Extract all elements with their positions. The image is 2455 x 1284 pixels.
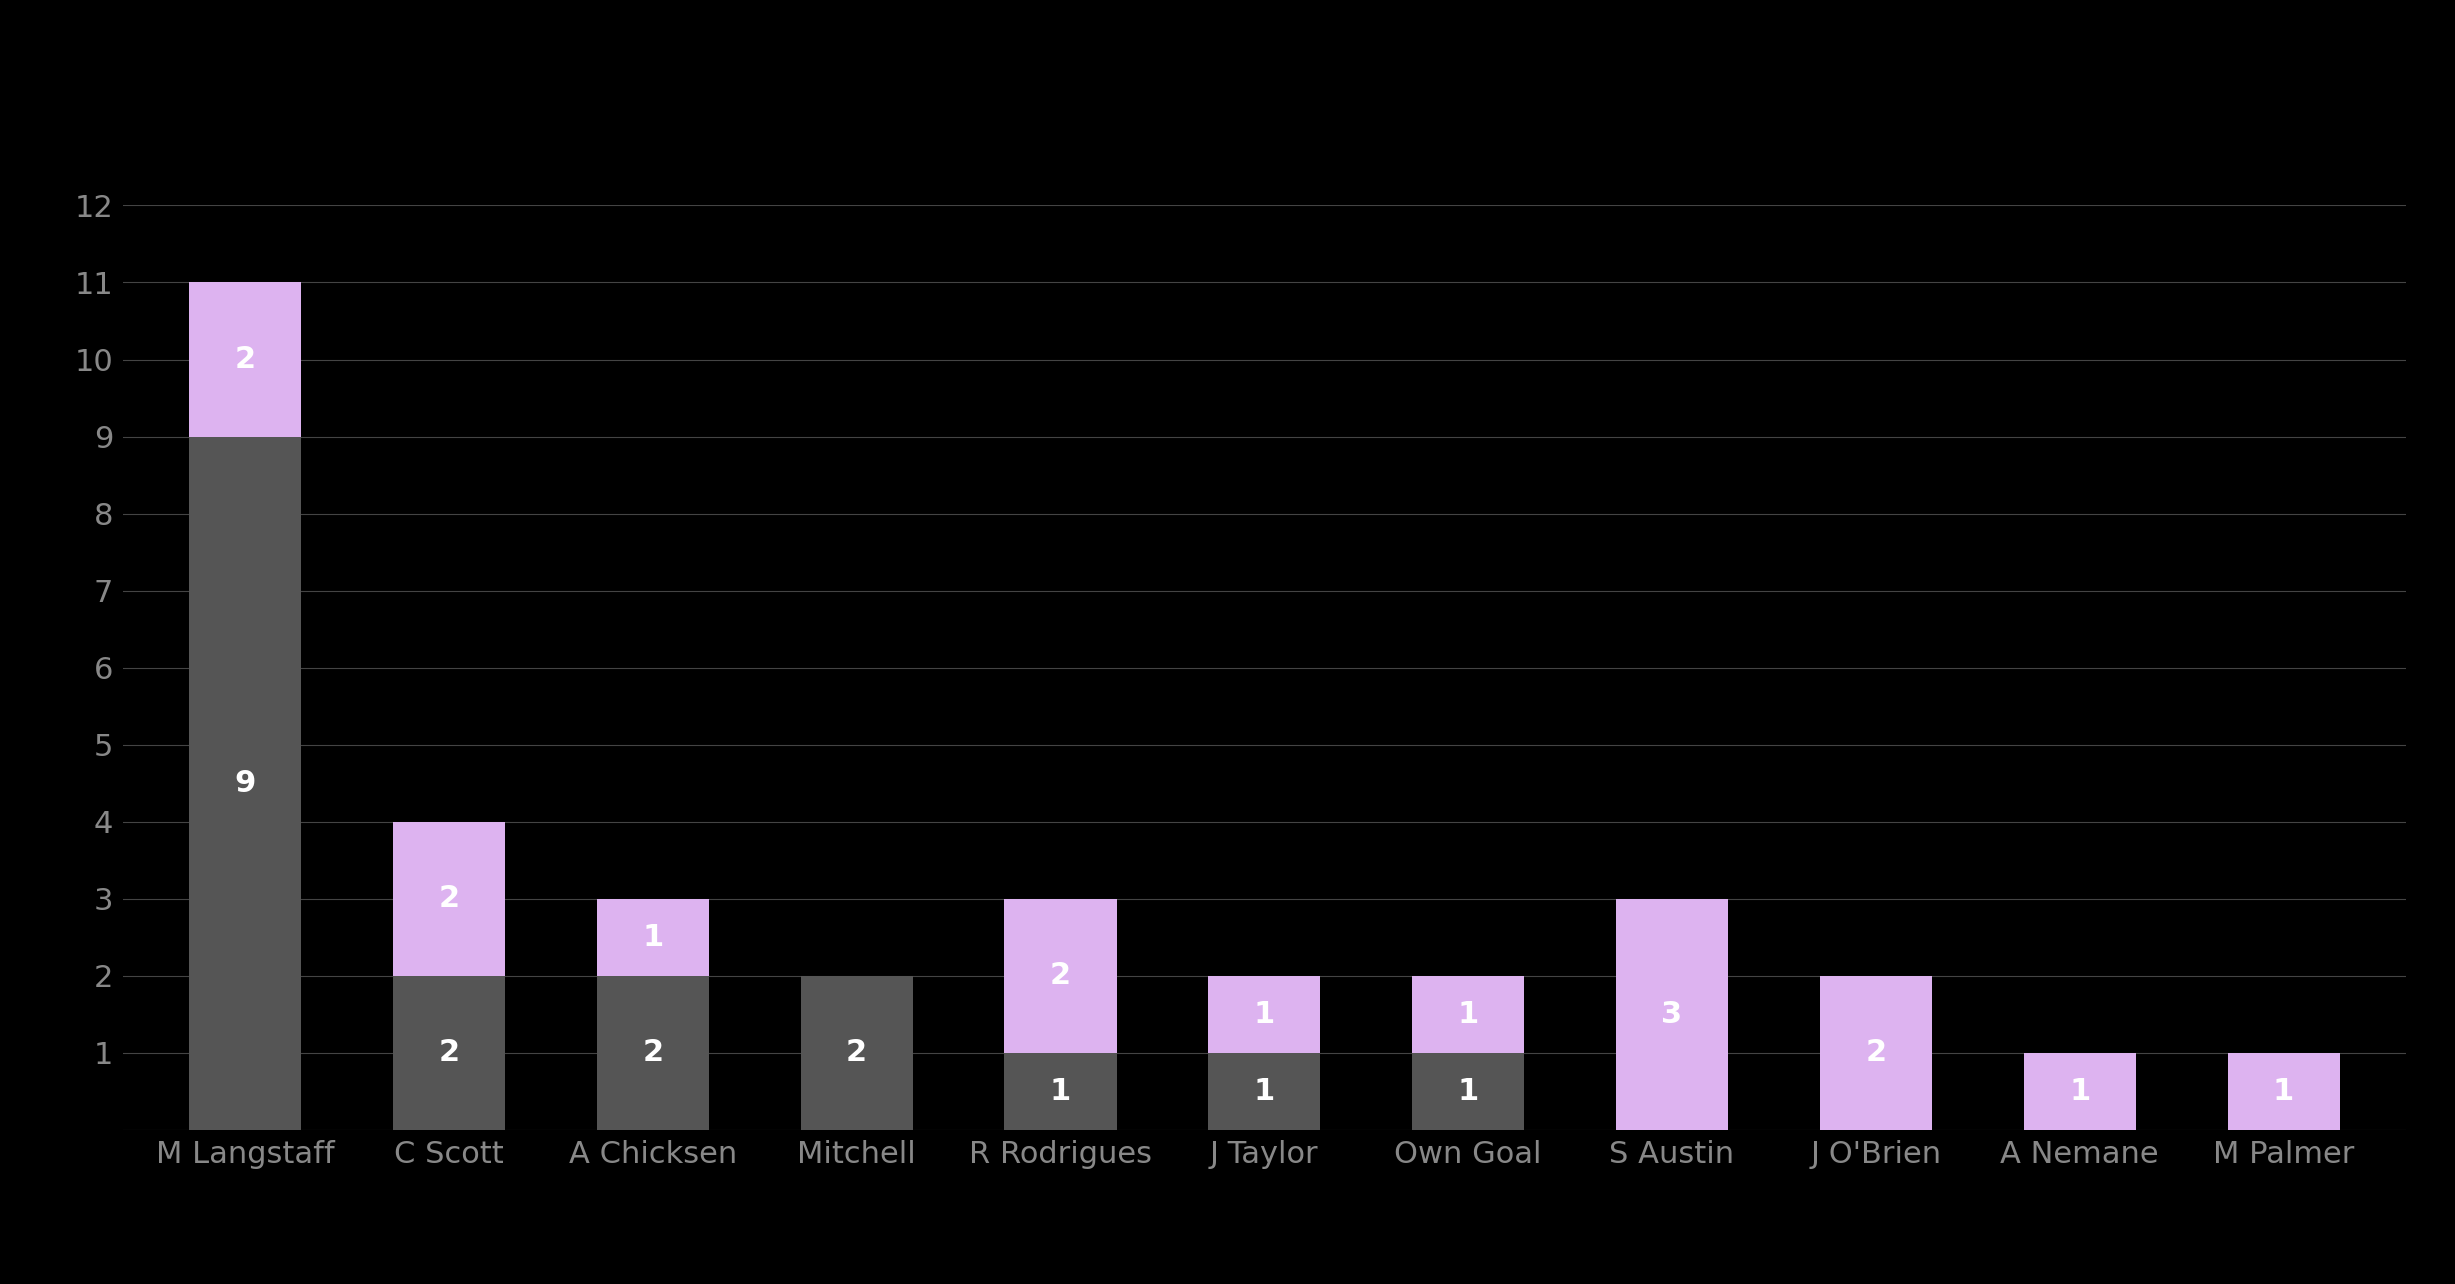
Bar	[1208, 976, 1321, 1053]
Text: 1: 1	[2070, 1077, 2089, 1106]
Bar	[1819, 976, 1932, 1130]
Bar	[393, 822, 506, 976]
Text: 1: 1	[2273, 1077, 2295, 1106]
Bar	[597, 899, 709, 976]
Text: 2: 2	[847, 1039, 867, 1067]
Bar	[1412, 1053, 1525, 1130]
Text: 3: 3	[1662, 1000, 1682, 1028]
Bar	[1412, 976, 1525, 1053]
Bar	[2023, 1053, 2136, 1130]
Text: 1: 1	[1051, 1077, 1070, 1106]
Text: 1: 1	[1458, 1077, 1478, 1106]
Text: 2: 2	[1051, 962, 1070, 990]
Text: 1: 1	[1255, 1000, 1274, 1028]
Bar	[189, 437, 302, 1130]
Text: 1: 1	[1255, 1077, 1274, 1106]
Bar	[1208, 1053, 1321, 1130]
Text: 2: 2	[643, 1039, 663, 1067]
Bar	[2227, 1053, 2340, 1130]
Bar	[189, 282, 302, 437]
Text: 2: 2	[1866, 1039, 1885, 1067]
Text: 9: 9	[233, 769, 255, 797]
Bar	[1615, 899, 1728, 1130]
Bar	[1004, 899, 1117, 1053]
Bar	[800, 976, 913, 1130]
Text: 1: 1	[643, 923, 663, 951]
Bar	[393, 976, 506, 1130]
Text: 2: 2	[439, 1039, 459, 1067]
Bar	[1004, 1053, 1117, 1130]
Bar	[597, 976, 709, 1130]
Text: 2: 2	[236, 345, 255, 374]
Text: 2: 2	[439, 885, 459, 913]
Text: 1: 1	[1458, 1000, 1478, 1028]
